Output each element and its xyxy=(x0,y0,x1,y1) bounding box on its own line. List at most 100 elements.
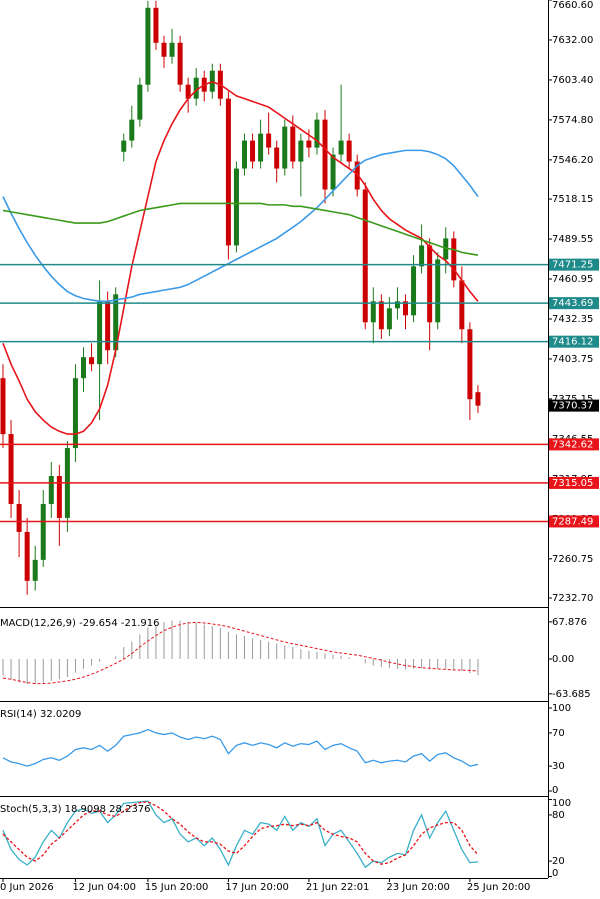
candle-body xyxy=(475,392,481,406)
candle-body xyxy=(378,301,384,330)
candle-body xyxy=(386,308,392,330)
candle-body xyxy=(16,503,22,532)
price-label: 7416.12 xyxy=(552,337,593,348)
price-label: 7342.62 xyxy=(552,439,593,450)
candle-body xyxy=(298,140,304,162)
y-tick-label: 7518.15 xyxy=(552,194,593,205)
candle-body xyxy=(153,7,159,43)
moving-average xyxy=(2,202,479,256)
candle-body xyxy=(177,42,183,85)
candle-body xyxy=(105,301,111,351)
candle-body xyxy=(338,140,344,155)
y-tick-label: 20 xyxy=(552,856,565,867)
candle-body xyxy=(242,140,247,169)
x-tick-label: 12 Jun 04:00 xyxy=(72,882,136,893)
y-tick-label: 7260.75 xyxy=(552,554,593,565)
candle-body xyxy=(282,126,288,169)
candle-body xyxy=(56,476,62,518)
candle-body xyxy=(354,161,360,190)
x-tick-label: 17 Jun 20:00 xyxy=(225,882,289,893)
y-tick-label: 70 xyxy=(552,728,565,739)
candle-body xyxy=(129,119,135,141)
y-tick-label: 7403.75 xyxy=(552,354,593,365)
candle-body xyxy=(113,294,119,351)
candle-body xyxy=(169,42,175,57)
current-price-box xyxy=(549,399,599,412)
y-tick-label: 100 xyxy=(552,703,571,714)
indicator-line xyxy=(2,728,479,767)
candle-body xyxy=(145,7,151,85)
y-tick-label: 30 xyxy=(552,761,565,772)
candle-body xyxy=(81,357,86,379)
candle-body xyxy=(250,140,256,162)
indicator-title: RSI(14) 32.0209 xyxy=(0,709,81,720)
candle-body xyxy=(137,84,143,120)
price-label: 7443.69 xyxy=(552,298,593,309)
current-price-label: 7370.37 xyxy=(552,401,593,412)
candle-body xyxy=(72,378,78,449)
indicator-line xyxy=(2,800,479,869)
x-tick-label: 21 Jun 22:01 xyxy=(306,882,370,893)
candle-body xyxy=(266,133,272,148)
price-label-box xyxy=(549,297,599,310)
candle-body xyxy=(346,140,352,162)
candle-body xyxy=(290,126,296,162)
candle-body xyxy=(411,266,417,316)
candle-body xyxy=(24,531,30,581)
candle-body xyxy=(370,301,376,323)
moving-average xyxy=(2,81,479,435)
y-tick-label: 7489.55 xyxy=(552,234,593,245)
candle-body xyxy=(97,301,103,365)
candle-body xyxy=(48,476,54,504)
candle-body xyxy=(403,301,408,316)
y-tick-label: 7603.40 xyxy=(552,75,593,86)
candle-body xyxy=(306,140,312,148)
y-tick-label: 7375.15 xyxy=(552,394,593,405)
candle-body xyxy=(225,98,231,246)
candle-body xyxy=(451,238,457,281)
candle-body xyxy=(89,357,95,365)
candle-body xyxy=(330,154,336,190)
y-tick-label: 7632.00 xyxy=(552,35,593,46)
candle-body xyxy=(258,133,264,162)
price-label-box xyxy=(549,438,599,451)
price-label: 7287.49 xyxy=(552,516,593,527)
y-tick-label: 7460.95 xyxy=(552,274,593,285)
candle-body xyxy=(314,119,320,148)
y-tick-label: 80 xyxy=(552,810,565,821)
candle-body xyxy=(362,189,368,323)
y-tick-label: 100 xyxy=(552,798,571,809)
y-tick-label: 67.876 xyxy=(552,617,587,628)
price-label: 7315.05 xyxy=(552,478,593,489)
price-label: 7471.25 xyxy=(552,260,593,271)
candle-body xyxy=(274,147,280,169)
macd-signal xyxy=(2,621,478,685)
price-label-box xyxy=(549,515,599,528)
indicator-title: MACD(12,26,9) -29.654 -21.916 xyxy=(0,618,160,629)
candle-body xyxy=(32,559,38,581)
candle-body xyxy=(435,259,441,323)
y-tick-label: 7660.60 xyxy=(552,0,593,11)
y-tick-label: -63.685 xyxy=(552,689,591,700)
candle-body xyxy=(185,84,191,99)
x-tick-label: 0 Jun 2026 xyxy=(0,882,54,893)
price-label-box xyxy=(549,476,599,489)
candle-body xyxy=(193,77,199,99)
y-tick-label: 0 xyxy=(552,868,558,879)
y-tick-label: 7232.70 xyxy=(552,593,593,604)
candle-body xyxy=(394,301,400,309)
y-tick-label: 0.00 xyxy=(552,654,574,665)
price-label-box xyxy=(549,335,599,348)
x-tick-label: 23 Jun 20:00 xyxy=(386,882,450,893)
candle-body xyxy=(322,119,328,190)
candle-body xyxy=(427,245,433,323)
candle-body xyxy=(467,329,473,400)
price-label-box xyxy=(549,258,599,271)
y-tick-label: 7546.20 xyxy=(552,155,593,166)
x-tick-label: 25 Jun 20:00 xyxy=(467,882,531,893)
y-tick-label: 7574.80 xyxy=(552,115,593,126)
candle-body xyxy=(0,378,6,435)
candle-body xyxy=(8,434,14,504)
y-tick-label: 7432.35 xyxy=(552,314,593,325)
candle-body xyxy=(419,245,425,267)
